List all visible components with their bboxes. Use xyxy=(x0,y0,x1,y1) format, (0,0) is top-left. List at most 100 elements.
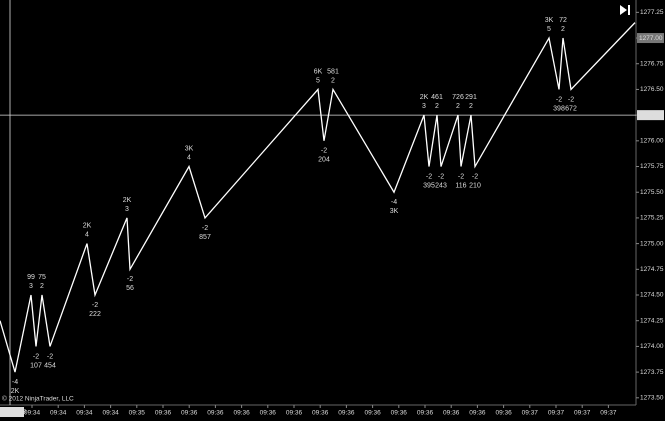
last-price: 1277.00 xyxy=(639,35,663,42)
x-tick-label: 09:36 xyxy=(364,410,381,417)
swing-high-label: 2K xyxy=(83,222,92,229)
x-tick-label: 09:36 xyxy=(391,410,408,417)
swing-high-label: 2 xyxy=(561,26,565,33)
swing-low-label: -2 xyxy=(438,173,444,180)
swing-high-label: 3K xyxy=(185,145,194,152)
x-tick-label: 09:37 xyxy=(548,410,565,417)
swing-low-label: -2 xyxy=(568,96,574,103)
swing-low-label: -2 xyxy=(458,173,464,180)
scroll-bar xyxy=(628,5,630,15)
x-tick-label: 09:37 xyxy=(600,410,617,417)
x-tick-label: 09:37 xyxy=(574,410,591,417)
y-tick-label: 1274.00 xyxy=(640,343,664,350)
swing-low-label: 395 xyxy=(423,182,435,189)
swing-low-label: 116 xyxy=(455,182,466,189)
x-tick-label: 09:36 xyxy=(338,410,355,417)
zigzag-line xyxy=(0,22,636,373)
x-tick-label: 09:36 xyxy=(312,410,329,417)
y-tick-label: 1273.75 xyxy=(640,369,664,376)
crosshair-price-box xyxy=(637,110,664,121)
swing-low-label: 2K xyxy=(11,388,20,395)
swing-high-label: 3 xyxy=(125,206,129,213)
swing-low-label: -2 xyxy=(426,173,432,180)
crosshair-price: 1276.25 xyxy=(639,112,663,119)
scroll-end-button[interactable] xyxy=(620,5,630,15)
y-tick-label: 1275.50 xyxy=(640,189,664,196)
swing-high-label: 461 xyxy=(431,94,443,101)
swing-high-label: 726 xyxy=(452,94,464,101)
swing-high-label: 6K xyxy=(314,68,323,75)
swing-low-label: 210 xyxy=(469,182,481,189)
y-tick-label: 1276.00 xyxy=(640,138,664,145)
x-tick-label: 09:34 xyxy=(24,410,41,417)
x-tick-label: 09:36 xyxy=(181,410,198,417)
x-tick-label: 09:36 xyxy=(155,410,172,417)
swing-high-label: 2 xyxy=(469,103,473,110)
y-tick-label: 1276.75 xyxy=(640,60,664,67)
x-tick-label: 09:34 xyxy=(102,410,119,417)
y-tick-label: 1274.75 xyxy=(640,266,664,273)
swing-high-label: 4 xyxy=(187,154,191,161)
y-tick-label: 1276.50 xyxy=(640,86,664,93)
swing-high-label: 291 xyxy=(465,94,477,101)
swing-low-label: -2 xyxy=(472,173,478,180)
swing-low-label: 672 xyxy=(565,105,577,112)
swing-low-label: -2 xyxy=(127,276,133,283)
copyright: © 2012 NinjaTrader, LLC xyxy=(2,395,74,403)
swing-low-label: -2 xyxy=(556,96,562,103)
x-tick-label: 09:36 xyxy=(207,410,224,417)
swing-low-label: -2 xyxy=(321,148,327,155)
swing-low-label: 204 xyxy=(318,157,330,164)
x-tick-label: 09:36 xyxy=(233,410,250,417)
swing-high-label: 2 xyxy=(456,103,460,110)
x-tick-label: 09:34 xyxy=(76,410,93,417)
swing-high-label: 5 xyxy=(316,77,320,84)
swing-low-label: 3K xyxy=(390,208,399,215)
crosshair-time: 09:34:03 xyxy=(1,409,27,416)
swing-high-label: 2 xyxy=(40,283,44,290)
swing-low-label: 107 xyxy=(30,362,42,369)
swing-low-label: -2 xyxy=(92,302,98,309)
swing-low-label: -4 xyxy=(391,199,397,206)
swing-low-label: 243 xyxy=(435,182,447,189)
swing-high-label: 99 xyxy=(27,274,35,281)
swing-low-label: -2 xyxy=(202,225,208,232)
swing-high-label: 75 xyxy=(38,274,46,281)
swing-low-label: -2 xyxy=(33,353,39,360)
y-tick-label: 1274.50 xyxy=(640,292,664,299)
last-price-box xyxy=(637,33,664,44)
swing-low-label: -2 xyxy=(47,353,53,360)
swing-high-label: 3K xyxy=(545,17,554,24)
swing-low-label: 857 xyxy=(199,234,211,241)
crosshair-time-box xyxy=(0,407,24,417)
x-tick-label: 09:36 xyxy=(443,410,460,417)
swing-low-label: -4 xyxy=(12,379,18,386)
swing-high-label: 4 xyxy=(85,231,89,238)
y-tick-label: 1274.25 xyxy=(640,317,664,324)
swing-low-label: 222 xyxy=(89,311,101,318)
y-tick-label: 1273.50 xyxy=(640,395,664,402)
x-tick-label: 09:36 xyxy=(417,410,434,417)
swing-high-label: 3 xyxy=(29,283,33,290)
swing-low-label: 56 xyxy=(126,285,134,292)
y-tick-label: 1277.25 xyxy=(640,9,664,16)
y-tick-label: 1275.25 xyxy=(640,215,664,222)
y-tick-label: 1275.75 xyxy=(640,163,664,170)
x-tick-label: 09:36 xyxy=(495,410,512,417)
swing-high-label: 3 xyxy=(422,103,426,110)
swing-low-label: 398 xyxy=(553,105,565,112)
x-tick-label: 09:36 xyxy=(286,410,303,417)
x-tick-label: 09:37 xyxy=(522,410,539,417)
swing-high-label: 2 xyxy=(331,77,335,84)
swing-high-label: 2K xyxy=(123,197,132,204)
swing-high-label: 581 xyxy=(327,68,339,75)
swing-low-label: 454 xyxy=(44,362,56,369)
swing-high-label: 5 xyxy=(547,26,551,33)
swing-high-label: 72 xyxy=(559,17,567,24)
swing-high-label: 2 xyxy=(435,103,439,110)
x-tick-label: 09:36 xyxy=(469,410,486,417)
x-tick-label: 09:34 xyxy=(50,410,67,417)
swing-high-label: 2K xyxy=(420,94,429,101)
